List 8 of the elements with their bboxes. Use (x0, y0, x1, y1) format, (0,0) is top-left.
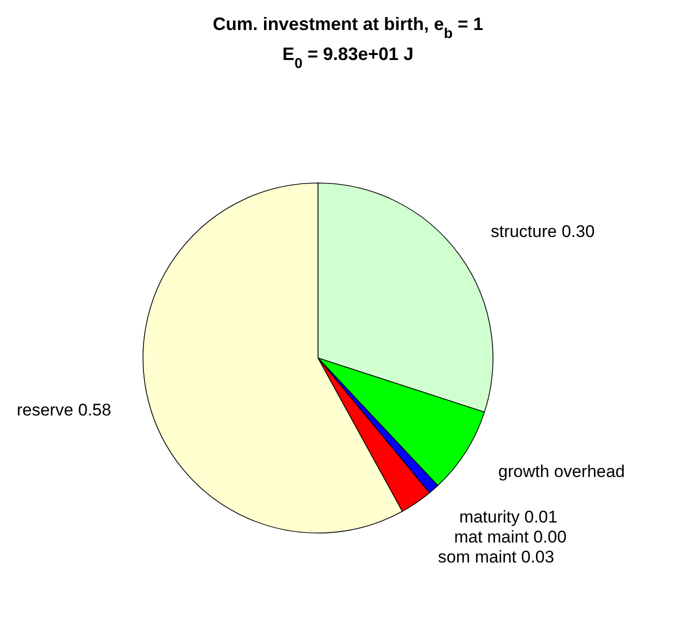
slice-label: reserve 0.58 (16, 400, 112, 420)
chart-title: Cum. investment at birth, e$_{b}$ = 1 (212, 14, 484, 42)
slice-label: structure 0.30 (490, 222, 595, 241)
slice-label: som maint 0.03 (438, 548, 554, 567)
slice-label: maturity 0.01 (459, 508, 558, 527)
slice-label: growth overhead (498, 462, 625, 481)
category-label: mat maint 0.00 (454, 528, 567, 547)
chart-subtitle: E$_{0}$ = 9.83e+01 J (282, 44, 414, 72)
